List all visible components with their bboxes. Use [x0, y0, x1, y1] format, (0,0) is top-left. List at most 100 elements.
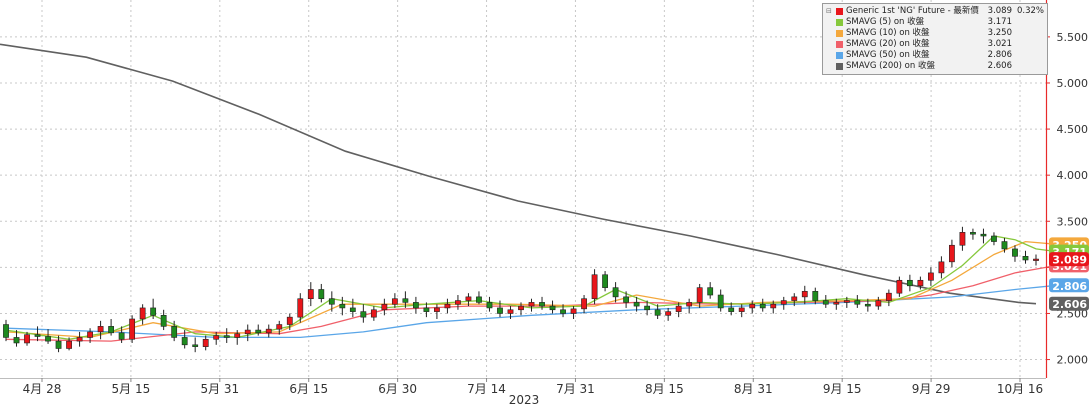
candle — [265, 324, 272, 338]
candle — [780, 296, 787, 310]
x-tick-label: 4月 28 — [23, 382, 62, 396]
candle — [896, 276, 903, 297]
last-value-tag: 2.806 — [1049, 278, 1089, 293]
candle-body — [118, 332, 125, 340]
legend-row-smavg-50[interactable]: SMAVG (50) on 收盤 2.806 — [826, 50, 1044, 61]
candle — [991, 232, 997, 246]
candle-body — [255, 329, 262, 334]
candle — [276, 320, 283, 335]
candle-body — [843, 300, 850, 303]
candle — [486, 296, 493, 312]
candle-body — [780, 300, 787, 305]
candle-body — [497, 307, 503, 314]
candle-body — [66, 340, 72, 349]
candle-body — [150, 307, 157, 316]
legend-label: SMAVG (50) on 收盤 — [846, 50, 930, 60]
candle — [349, 298, 356, 318]
x-axis-year-label: 2023 — [509, 393, 540, 407]
candle-body — [591, 274, 598, 300]
candle-body — [770, 303, 777, 309]
chart-legend[interactable]: ⊟ Generic 1st 'NG' Future - 最新價 3.089 0.… — [822, 3, 1048, 75]
legend-row-price[interactable]: ⊟ Generic 1st 'NG' Future - 最新價 3.089 0.… — [826, 6, 1044, 17]
candle — [833, 298, 840, 310]
legend-label: SMAVG (5) on 收盤 — [846, 17, 925, 27]
candle-body — [759, 303, 766, 309]
candle-body — [213, 335, 220, 340]
last-value-tag-bg — [1049, 278, 1089, 293]
candle — [297, 293, 304, 323]
candle — [539, 296, 545, 310]
candle — [328, 291, 335, 312]
candle-body — [623, 296, 630, 303]
candle-body — [854, 300, 861, 305]
y-tick-label: 4.000 — [1057, 169, 1089, 182]
candle-body — [822, 300, 829, 305]
candle-body — [1012, 248, 1018, 257]
candle-body — [654, 309, 661, 316]
x-tick-label: 7月 14 — [467, 382, 506, 396]
candle-body — [560, 309, 566, 314]
candle — [623, 291, 630, 308]
candle — [465, 293, 472, 307]
candle — [602, 271, 608, 292]
legend-label: SMAVG (200) on 收盤 — [846, 61, 935, 71]
candle-body — [991, 235, 997, 242]
candle-body — [13, 337, 20, 344]
legend-row-smavg-10[interactable]: SMAVG (10) on 收盤 3.250 — [826, 28, 1044, 39]
legend-collapse-icon[interactable]: ⊟ — [826, 7, 832, 15]
x-tick-label: 9月 29 — [912, 382, 951, 396]
candle — [202, 335, 209, 351]
candle — [108, 318, 115, 336]
candle-body — [486, 302, 493, 309]
candle — [55, 335, 62, 353]
legend-label: Generic 1st 'NG' Future - 最新價 — [846, 6, 979, 16]
candle — [507, 306, 514, 319]
candle-body — [444, 303, 451, 309]
candle-body — [139, 307, 146, 320]
candle — [87, 328, 93, 343]
candle-body — [265, 328, 272, 334]
candle-body — [160, 315, 167, 327]
candle-body — [833, 302, 840, 305]
candle-body — [307, 289, 314, 300]
candle-body — [297, 298, 304, 318]
candle — [728, 302, 735, 316]
candle-body — [223, 335, 230, 338]
x-tick-label: 5月 31 — [200, 382, 239, 396]
x-tick-label: 8月 31 — [734, 382, 773, 396]
candle — [24, 331, 30, 346]
legend-row-smavg-200[interactable]: SMAVG (200) on 收盤 2.606 — [826, 61, 1044, 72]
last-value-tag: 2.606 — [1049, 296, 1089, 311]
candle — [791, 293, 798, 307]
candle — [738, 304, 745, 318]
candle — [980, 228, 987, 244]
candle-body — [455, 300, 461, 305]
candle-body — [381, 303, 388, 311]
candle — [318, 283, 325, 303]
candle-body — [402, 298, 409, 303]
candle-body — [34, 334, 41, 337]
candle — [1001, 237, 1008, 253]
legend-row-smavg-5[interactable]: SMAVG (5) on 收盤 3.171 — [826, 17, 1044, 28]
candle — [171, 320, 178, 342]
candle-body — [423, 307, 430, 312]
legend-row-smavg-20[interactable]: SMAVG (20) on 收盤 3.021 — [826, 39, 1044, 50]
x-tick-label: 10月 16 — [997, 382, 1043, 396]
candle-body — [896, 279, 903, 294]
candle-body — [518, 305, 524, 311]
candle — [654, 304, 661, 319]
y-tick-label: 5.000 — [1057, 77, 1089, 90]
candle — [381, 298, 388, 316]
candle-body — [55, 340, 62, 349]
x-tick-label: 5月 15 — [112, 382, 151, 396]
candle-body — [24, 334, 30, 344]
candle — [3, 319, 9, 342]
candle — [927, 267, 934, 286]
candle-body — [339, 303, 346, 309]
candle-body — [812, 291, 819, 301]
x-tick-label: 6月 15 — [289, 382, 328, 396]
candle-body — [980, 233, 987, 237]
candle — [66, 337, 72, 351]
candle — [917, 276, 924, 290]
candle-body — [328, 298, 335, 305]
